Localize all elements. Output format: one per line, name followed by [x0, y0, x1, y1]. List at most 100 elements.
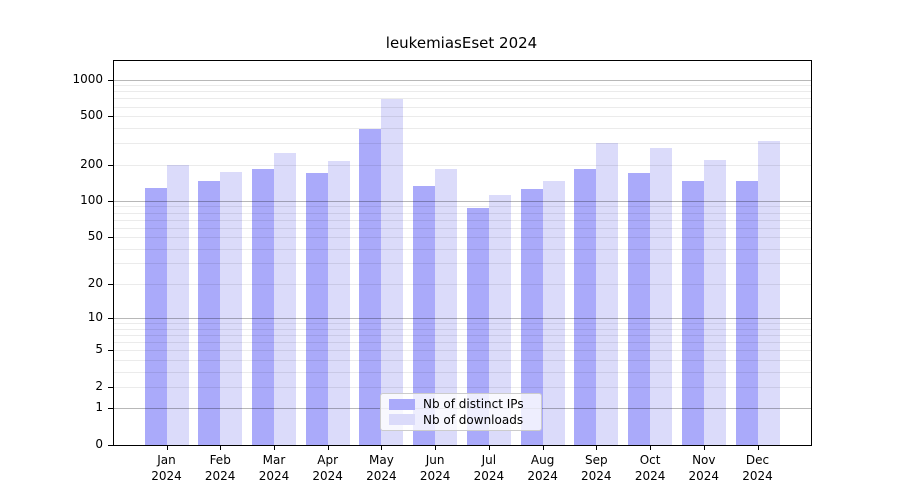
bar-downloads [488, 195, 511, 445]
x-tick-mark [327, 445, 329, 450]
gridline-minor [114, 116, 811, 118]
gridline-major [114, 200, 811, 202]
x-tick-label-nov: Nov 2024 [688, 453, 720, 483]
gridline-minor [114, 106, 811, 108]
x-tick-mark [220, 445, 222, 450]
bar-downloads [327, 161, 350, 445]
y-tick-label: 500 [80, 108, 103, 123]
gridline-minor [114, 335, 811, 336]
bar-downloads [596, 143, 619, 445]
bar-downloads [381, 98, 404, 445]
y-tick-mark [108, 116, 113, 118]
x-tick-mark [596, 445, 598, 450]
x-tick-label-jan: Jan 2024 [151, 453, 182, 483]
gridline-minor [114, 248, 811, 250]
bar-distinct-ips [628, 173, 651, 445]
legend-label-downloads: Nb of downloads [423, 412, 524, 427]
bar-distinct-ips [466, 208, 489, 445]
x-tick-mark [757, 445, 759, 450]
gridline-minor [114, 342, 811, 344]
gridline-minor [114, 323, 811, 325]
y-tick-label: 2 [95, 378, 103, 393]
x-tick-mark [650, 445, 652, 450]
gridline-minor [114, 127, 811, 129]
y-tick-mark [108, 284, 113, 285]
x-tick-mark [381, 445, 383, 450]
x-tick-label-jun: Jun 2024 [419, 453, 451, 483]
y-tick-label: 100 [80, 192, 103, 207]
gridline-major [114, 79, 811, 81]
bar-downloads [220, 172, 243, 445]
bar-downloads [542, 181, 565, 445]
x-tick-label-dec: Dec 2024 [742, 453, 773, 483]
x-tick-label-aug: Aug 2024 [527, 453, 558, 483]
gridline-minor [114, 371, 811, 373]
gridline-minor [114, 350, 811, 352]
legend-row-distinct-ips: Nb of distinct IPs [389, 397, 533, 411]
y-tick-label: 50 [87, 229, 103, 243]
bar-downloads [435, 169, 458, 445]
gridline-minor [114, 263, 811, 265]
x-tick-label-sep: Sep 2024 [581, 453, 612, 483]
gridline-minor [114, 91, 811, 93]
gridline-minor [114, 85, 811, 87]
gridline-minor [114, 386, 811, 388]
gridline-minor [114, 143, 811, 145]
chart-title: leukemiasEset 2024 [385, 34, 538, 52]
y-tick-label: 1 [95, 400, 103, 415]
bar-distinct-ips [359, 129, 382, 445]
legend-row-downloads: Nb of downloads [389, 413, 533, 427]
x-tick-label-apr: Apr 2024 [312, 453, 343, 483]
x-tick-mark [435, 445, 437, 450]
bar-downloads [650, 148, 673, 445]
gridline-minor [114, 98, 811, 100]
bar-distinct-ips [198, 181, 221, 445]
legend-swatch-downloads [389, 414, 415, 426]
x-tick-label-may: May 2024 [366, 453, 397, 483]
x-tick-mark [166, 445, 168, 450]
gridline-minor [114, 219, 811, 221]
y-tick-mark [108, 318, 113, 320]
y-tick-mark [108, 445, 113, 446]
bar-distinct-ips [305, 173, 328, 445]
y-tick-label: 5 [95, 342, 103, 357]
gridline-minor [114, 284, 811, 285]
y-tick-mark [108, 79, 113, 81]
bar-distinct-ips [520, 189, 543, 445]
gridline-minor [114, 164, 811, 166]
legend-label-distinct-ips: Nb of distinct IPs [423, 397, 524, 412]
y-tick-mark [108, 237, 113, 238]
y-tick-mark [108, 200, 113, 202]
y-tick-label: 1000 [72, 71, 103, 86]
bar-downloads [757, 141, 780, 445]
y-tick-mark [108, 350, 113, 352]
y-tick-mark [108, 408, 113, 410]
x-tick-mark [542, 445, 544, 450]
gridline-minor [114, 359, 811, 361]
x-tick-label-jul: Jul 2024 [473, 453, 505, 483]
x-tick-mark [703, 445, 705, 450]
bar-downloads [166, 165, 189, 445]
gridline-major [114, 318, 811, 320]
legend: Nb of distinct IPs Nb of downloads [380, 393, 542, 431]
y-tick-label: 0 [95, 437, 103, 451]
y-tick-label: 20 [87, 276, 103, 290]
gridline-minor [114, 206, 811, 208]
bar-distinct-ips [681, 181, 704, 445]
bar-distinct-ips [252, 169, 274, 445]
gridline-minor [114, 328, 811, 330]
gridline-minor [114, 212, 811, 214]
x-tick-mark [274, 445, 275, 450]
x-tick-label-mar: Mar 2024 [258, 453, 290, 483]
y-tick-mark [108, 386, 113, 388]
bar-distinct-ips [735, 181, 758, 445]
y-tick-label: 10 [87, 310, 103, 325]
x-tick-label-feb: Feb 2024 [204, 453, 236, 483]
bar-distinct-ips [413, 186, 436, 445]
bar-downloads [274, 153, 296, 445]
bar-distinct-ips [144, 188, 167, 445]
x-tick-label-oct: Oct 2024 [634, 453, 666, 483]
plot-area: Nb of distinct IPs Nb of downloads [113, 60, 812, 446]
gridline-minor [114, 237, 811, 238]
